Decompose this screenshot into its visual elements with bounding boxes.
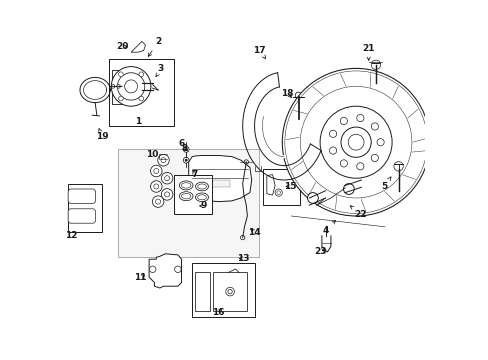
- Ellipse shape: [179, 181, 193, 190]
- Bar: [112, 70, 122, 104]
- Circle shape: [153, 184, 159, 189]
- Circle shape: [329, 130, 336, 138]
- Circle shape: [376, 139, 384, 146]
- Text: 2: 2: [148, 37, 162, 57]
- Circle shape: [118, 72, 123, 77]
- Ellipse shape: [195, 182, 208, 191]
- Text: 15: 15: [284, 182, 296, 191]
- Ellipse shape: [179, 192, 193, 201]
- Circle shape: [244, 160, 248, 164]
- Circle shape: [111, 67, 151, 106]
- Circle shape: [161, 189, 172, 200]
- Text: 8: 8: [182, 144, 188, 153]
- Text: 20: 20: [117, 42, 129, 51]
- Polygon shape: [197, 180, 230, 187]
- Bar: [174, 175, 212, 214]
- Polygon shape: [131, 41, 145, 52]
- Circle shape: [139, 72, 143, 77]
- Circle shape: [295, 92, 301, 99]
- Circle shape: [164, 176, 169, 181]
- Ellipse shape: [181, 194, 190, 199]
- Circle shape: [276, 191, 280, 194]
- Circle shape: [347, 134, 363, 150]
- Circle shape: [118, 96, 123, 101]
- Text: 3: 3: [156, 64, 164, 77]
- Circle shape: [111, 85, 115, 88]
- Circle shape: [282, 68, 429, 216]
- Text: 4: 4: [322, 220, 335, 235]
- Circle shape: [370, 60, 380, 69]
- Text: 23: 23: [314, 248, 326, 256]
- Circle shape: [340, 160, 347, 167]
- Text: 10: 10: [146, 150, 159, 159]
- FancyBboxPatch shape: [195, 272, 210, 311]
- Text: 14: 14: [248, 228, 261, 237]
- Circle shape: [183, 147, 189, 152]
- Circle shape: [155, 199, 160, 204]
- Ellipse shape: [197, 184, 206, 189]
- Text: 6: 6: [178, 139, 184, 148]
- Text: 19: 19: [96, 129, 108, 141]
- Circle shape: [370, 154, 378, 162]
- Text: 16: 16: [212, 308, 224, 317]
- Circle shape: [227, 289, 232, 294]
- Circle shape: [150, 165, 162, 177]
- Text: 5: 5: [380, 177, 390, 191]
- Circle shape: [184, 159, 187, 162]
- Ellipse shape: [195, 193, 208, 202]
- Circle shape: [356, 114, 363, 122]
- Circle shape: [183, 157, 189, 163]
- Circle shape: [275, 189, 282, 196]
- Bar: [192, 263, 255, 317]
- Polygon shape: [188, 156, 251, 202]
- Circle shape: [164, 192, 169, 197]
- Bar: [68, 184, 102, 232]
- FancyBboxPatch shape: [213, 272, 246, 311]
- Circle shape: [320, 106, 391, 178]
- Circle shape: [356, 163, 363, 170]
- Circle shape: [340, 117, 347, 125]
- Circle shape: [139, 96, 143, 101]
- Circle shape: [161, 172, 172, 184]
- Bar: [118, 149, 258, 257]
- Text: 9: 9: [199, 201, 207, 210]
- Ellipse shape: [197, 195, 206, 200]
- Text: 11: 11: [134, 273, 146, 282]
- Text: 17: 17: [253, 46, 265, 59]
- Circle shape: [152, 196, 163, 207]
- Bar: [109, 59, 174, 126]
- FancyBboxPatch shape: [68, 189, 95, 203]
- Circle shape: [158, 154, 169, 166]
- Text: 7: 7: [191, 170, 198, 179]
- Circle shape: [117, 85, 120, 88]
- Bar: [262, 169, 300, 205]
- Text: 22: 22: [349, 206, 366, 219]
- Circle shape: [329, 147, 336, 154]
- Text: 12: 12: [65, 231, 78, 240]
- Circle shape: [393, 162, 403, 171]
- Circle shape: [117, 73, 144, 100]
- Circle shape: [307, 193, 318, 203]
- Polygon shape: [149, 254, 181, 288]
- Polygon shape: [266, 175, 275, 195]
- Circle shape: [343, 184, 354, 194]
- Text: 18: 18: [281, 89, 293, 98]
- Text: 1: 1: [135, 117, 141, 126]
- Circle shape: [150, 181, 162, 192]
- Circle shape: [124, 80, 137, 93]
- Circle shape: [240, 235, 244, 240]
- Text: 13: 13: [237, 254, 249, 263]
- Circle shape: [153, 168, 159, 174]
- Circle shape: [174, 266, 181, 273]
- FancyBboxPatch shape: [68, 209, 95, 223]
- Circle shape: [225, 287, 234, 296]
- Circle shape: [370, 123, 378, 130]
- Circle shape: [184, 148, 187, 151]
- Circle shape: [340, 127, 370, 157]
- Ellipse shape: [181, 183, 190, 188]
- Text: 21: 21: [362, 44, 374, 60]
- Circle shape: [149, 266, 156, 273]
- Circle shape: [161, 158, 166, 163]
